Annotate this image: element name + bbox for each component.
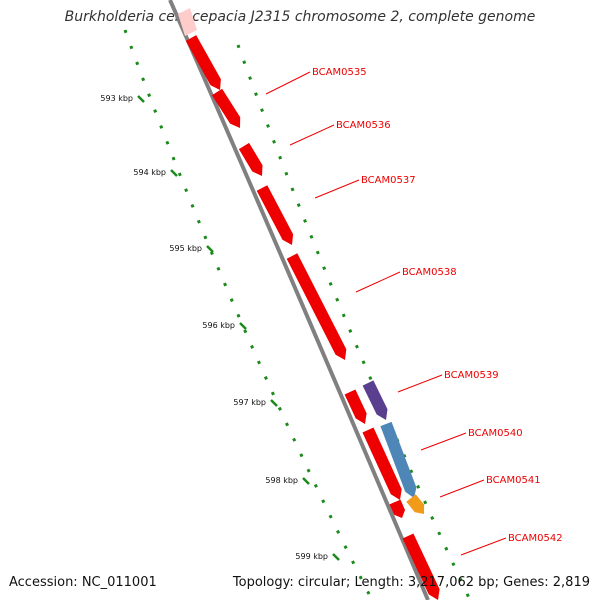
ruler-tick-label: 598 kbp — [265, 476, 298, 485]
ruler-tick-mark — [332, 553, 340, 561]
chromosome-backbone — [168, 0, 430, 600]
ruler-tick-label: 595 kbp — [169, 244, 202, 253]
ruler-tick-mark — [270, 399, 278, 407]
gene-label-leader — [460, 537, 507, 556]
ruler-tick-mark — [302, 477, 310, 485]
gene-arrow-bcam0542[interactable] — [402, 533, 440, 600]
gene-label-leader — [420, 432, 467, 451]
ruler-tick-label: 593 kbp — [100, 94, 133, 103]
gene-label-bcam0538[interactable]: BCAM0538 — [402, 267, 457, 278]
gene-arrow-partial — [178, 8, 197, 36]
gene-arrow-bcam0541[interactable] — [406, 494, 425, 514]
gene-arrow-bcam0539[interactable] — [362, 380, 388, 420]
ruler-tick-mark — [170, 169, 178, 177]
gene-label-bcam0537[interactable]: BCAM0537 — [361, 175, 416, 186]
gene-arrow[interactable] — [389, 499, 406, 518]
ruler-tick-label: 594 kbp — [133, 168, 166, 177]
gc-track-outer — [236, 44, 472, 600]
ruler-ticks: 593 kbp 594 kbp 595 kbp 596 kbp 597 kbp 598 k… — [100, 94, 340, 561]
gene-label-leader — [439, 479, 485, 498]
ruler-tick-label: 597 kbp — [233, 398, 266, 407]
gc-track-inner — [123, 29, 374, 600]
gene-label-leader — [265, 71, 311, 95]
gene-label-bcam0539[interactable]: BCAM0539 — [444, 370, 499, 381]
gene-labels: BCAM0535 BCAM0536 BCAM0537 BCAM0538 BCAM0539… — [265, 67, 563, 556]
gene-label-leader — [397, 374, 443, 393]
gene-label-bcam0535[interactable]: BCAM0535 — [312, 67, 367, 78]
genome-summary-text: Topology: circular; Length: 3,217,062 bp… — [232, 575, 590, 590]
gene-label-leader — [314, 179, 360, 199]
gene-label-bcam0541[interactable]: BCAM0541 — [486, 475, 541, 486]
gene-arrow-bcam0540[interactable] — [380, 421, 417, 498]
gene-arrow[interactable] — [362, 427, 402, 501]
ruler-tick-label: 599 kbp — [295, 552, 328, 561]
gene-arrow-bcam0536[interactable] — [211, 88, 241, 128]
gene-arrow[interactable] — [344, 389, 367, 425]
ruler-tick-mark — [239, 322, 247, 330]
gene-arrow-bcam0535[interactable] — [185, 35, 221, 90]
ruler-tick-mark — [206, 245, 214, 253]
gene-arrow-bcam0538[interactable] — [256, 185, 294, 245]
gene-label-bcam0540[interactable]: BCAM0540 — [468, 428, 523, 439]
gene-label-leader — [289, 124, 335, 146]
ruler-tick-mark — [137, 95, 145, 103]
gene-label-leader — [355, 271, 401, 293]
accession-text: Accession: NC_011001 — [9, 575, 157, 590]
gene-features — [178, 8, 440, 600]
ruler-tick-label: 596 kbp — [202, 321, 235, 330]
gene-arrow-bcam0537[interactable] — [238, 142, 263, 176]
gene-label-bcam0542[interactable]: BCAM0542 — [508, 533, 563, 544]
gene-label-bcam0536[interactable]: BCAM0536 — [336, 120, 391, 131]
gene-arrow[interactable] — [286, 253, 347, 360]
